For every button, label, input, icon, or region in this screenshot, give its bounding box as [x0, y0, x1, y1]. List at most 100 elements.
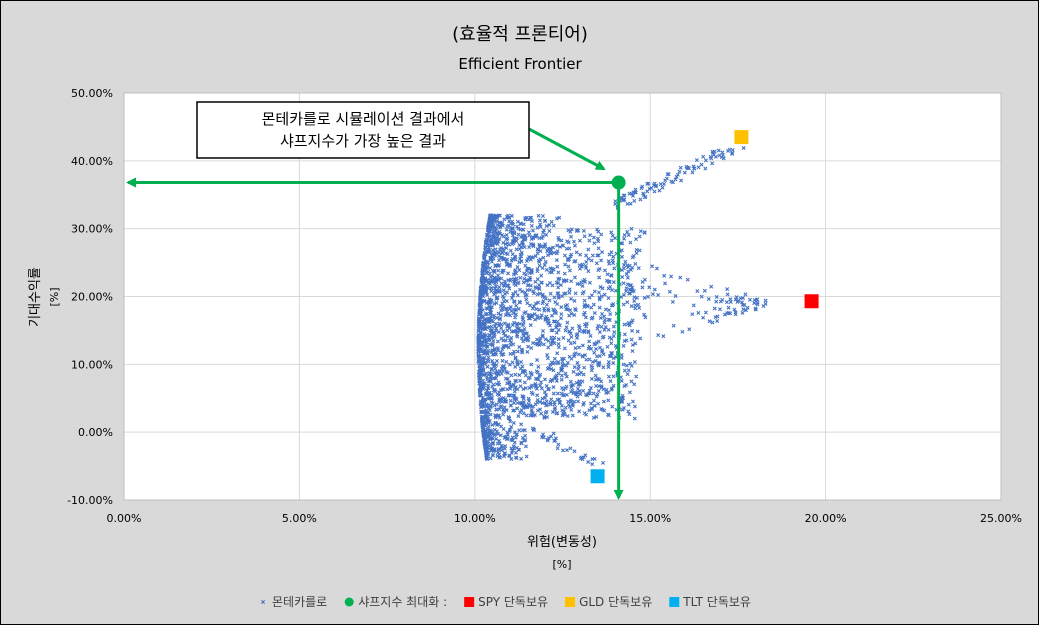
y-tick-label: 40.00% [71, 155, 113, 168]
monte-carlo-point [541, 255, 546, 260]
monte-carlo-point [565, 448, 569, 453]
monte-carlo-point [678, 165, 683, 170]
monte-carlo-point [554, 330, 559, 335]
monte-carlo-point [519, 336, 524, 341]
monte-carlo-point [572, 340, 577, 345]
monte-carlo-point [481, 294, 486, 299]
monte-carlo-point [717, 153, 722, 158]
monte-carlo-point [586, 256, 591, 261]
x-tick-label: 20.00% [805, 512, 847, 525]
monte-carlo-point [505, 387, 510, 392]
monte-carlo-point [551, 223, 556, 228]
monte-carlo-point [642, 312, 647, 317]
monte-carlo-point [545, 253, 550, 258]
monte-carlo-point [575, 360, 580, 365]
monte-carlo-point [480, 349, 485, 354]
monte-carlo-point [490, 442, 495, 446]
monte-carlo-point [662, 273, 667, 278]
monte-carlo-point [497, 316, 502, 321]
monte-carlo-point [564, 363, 569, 368]
monte-carlo-point [477, 311, 482, 316]
monte-carlo-point [619, 396, 624, 401]
monte-carlo-point [503, 251, 508, 256]
monte-carlo-point [498, 312, 503, 317]
monte-carlo-point [488, 445, 493, 450]
monte-carlo-point [622, 233, 627, 238]
monte-carlo-point [715, 318, 720, 323]
legend-label: 샤프지수 최대화 : [358, 595, 447, 609]
monte-carlo-point [510, 293, 515, 298]
monte-carlo-point [609, 303, 614, 308]
monte-carlo-point [478, 345, 483, 350]
monte-carlo-point [590, 253, 595, 258]
monte-carlo-point [635, 329, 640, 334]
monte-carlo-point [520, 403, 525, 408]
monte-carlo-point [604, 387, 609, 392]
monte-carlo-point [593, 358, 598, 363]
monte-carlo-point [627, 191, 632, 196]
monte-carlo-point [548, 291, 553, 296]
monte-carlo-point [482, 372, 487, 377]
monte-carlo-point [525, 338, 530, 343]
monte-carlo-point [539, 411, 544, 416]
monte-carlo-point [498, 231, 503, 236]
monte-carlo-point [580, 284, 585, 289]
monte-carlo-point [513, 315, 518, 320]
monte-carlo-point [563, 262, 568, 267]
monte-carlo-point [621, 302, 626, 307]
monte-carlo-point [513, 269, 518, 274]
monte-carlo-point [497, 452, 502, 457]
monte-carlo-point [714, 294, 719, 299]
monte-carlo-point [481, 418, 486, 423]
monte-carlo-point [522, 271, 527, 276]
legend-marker [344, 597, 354, 607]
monte-carlo-point [487, 220, 492, 225]
monte-carlo-point [637, 248, 642, 253]
monte-carlo-point [517, 447, 522, 452]
monte-carlo-point [513, 372, 518, 377]
monte-carlo-point [657, 188, 662, 193]
monte-carlo-point [529, 390, 534, 395]
monte-carlo-point [478, 302, 483, 307]
monte-carlo-point [502, 321, 507, 326]
monte-carlo-point [521, 406, 526, 411]
monte-carlo-point [703, 158, 708, 163]
monte-carlo-point [544, 314, 549, 319]
monte-carlo-point [488, 333, 493, 338]
monte-carlo-point [622, 332, 627, 337]
monte-carlo-point [577, 328, 582, 333]
monte-carlo-point [499, 371, 504, 376]
monte-carlo-point [520, 240, 525, 245]
monte-carlo-point [539, 273, 544, 278]
monte-carlo-point [601, 399, 606, 404]
monte-carlo-point [490, 431, 495, 436]
monte-carlo-point [523, 373, 528, 378]
monte-carlo-point [537, 236, 542, 241]
legend-marker [261, 600, 265, 604]
monte-carlo-point [565, 360, 570, 365]
monte-carlo-point [538, 407, 543, 412]
monte-carlo-point [506, 414, 511, 419]
monte-carlo-point [476, 339, 481, 344]
monte-carlo-point [538, 336, 543, 341]
monte-carlo-point [741, 307, 746, 312]
monte-carlo-point [517, 321, 522, 326]
monte-carlo-point [527, 277, 532, 282]
monte-carlo-point [566, 258, 571, 263]
monte-carlo-point [477, 378, 482, 383]
monte-carlo-point [553, 406, 558, 411]
monte-carlo-point [624, 338, 629, 343]
monte-carlo-point [501, 426, 506, 431]
monte-carlo-point [592, 403, 597, 408]
monte-carlo-point [501, 412, 506, 417]
monte-carlo-point [570, 326, 575, 331]
monte-carlo-point [486, 355, 491, 360]
monte-carlo-point [576, 228, 581, 233]
monte-carlo-point [565, 320, 570, 325]
monte-carlo-point [548, 266, 553, 271]
monte-carlo-point [515, 400, 520, 405]
monte-carlo-point [521, 399, 526, 404]
monte-carlo-point [567, 290, 572, 295]
monte-carlo-point [544, 223, 549, 228]
monte-carlo-point [537, 283, 542, 288]
